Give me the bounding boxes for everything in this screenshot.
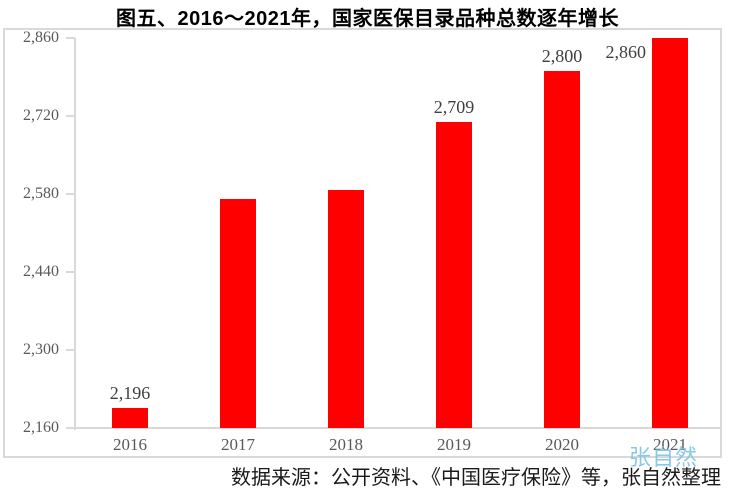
chart-title: 图五、2016～2021年，国家医保目录品种总数逐年增长: [116, 8, 619, 30]
bar-2018: [328, 189, 364, 428]
x-label-2019: 2019: [437, 435, 471, 454]
data-label-2019: 2,709: [433, 97, 475, 118]
plot-frame: [3, 28, 722, 458]
data-label-2016: 2,196: [109, 382, 151, 403]
y-tick-2720: [66, 115, 75, 117]
x-label-2018: 2018: [329, 435, 363, 454]
y-tick-label-2580: 2,580: [23, 185, 59, 202]
x-label-2016: 2016: [113, 435, 147, 454]
y-tick-label-2300: 2,300: [23, 341, 59, 358]
x-axis-line: [74, 427, 720, 429]
y-tick-label-2720: 2,720: [23, 107, 59, 124]
data-label-2020: 2,800: [541, 46, 583, 67]
bar-2020: [544, 71, 580, 428]
x-label-2021: 2021: [653, 435, 687, 454]
x-label-2020: 2020: [545, 435, 579, 454]
y-tick-2860: [66, 37, 75, 39]
plot-area: 2,160 2,300 2,440 2,580 2,720 2,860 2016 2,196 2…: [3, 28, 722, 458]
y-tick-2580: [66, 193, 75, 195]
x-label-2017: 2017: [221, 435, 255, 454]
data-label-2021: 2,860: [605, 42, 647, 62]
y-tick-label-2860: 2,860: [23, 29, 59, 46]
bar-2019: [436, 122, 472, 428]
y-tick-2300: [66, 349, 75, 351]
y-tick-2160: [66, 427, 75, 429]
y-tick-label-2440: 2,440: [23, 263, 59, 280]
y-tick-label-2160: 2,160: [23, 419, 59, 436]
y-tick-2440: [66, 271, 75, 273]
source-caption: 数据来源：公开资料、《中国医疗保险》等，张自然整理: [231, 467, 721, 489]
bar-2017: [220, 199, 256, 428]
watermark: 张自然: [629, 445, 699, 470]
y-axis-line: [74, 38, 76, 430]
bar-2021: [652, 38, 688, 428]
bar-2016: [112, 407, 148, 428]
